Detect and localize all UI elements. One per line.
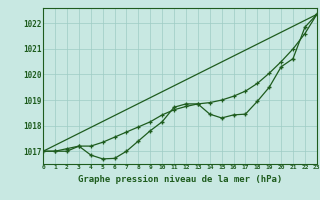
X-axis label: Graphe pression niveau de la mer (hPa): Graphe pression niveau de la mer (hPa)	[78, 175, 282, 184]
